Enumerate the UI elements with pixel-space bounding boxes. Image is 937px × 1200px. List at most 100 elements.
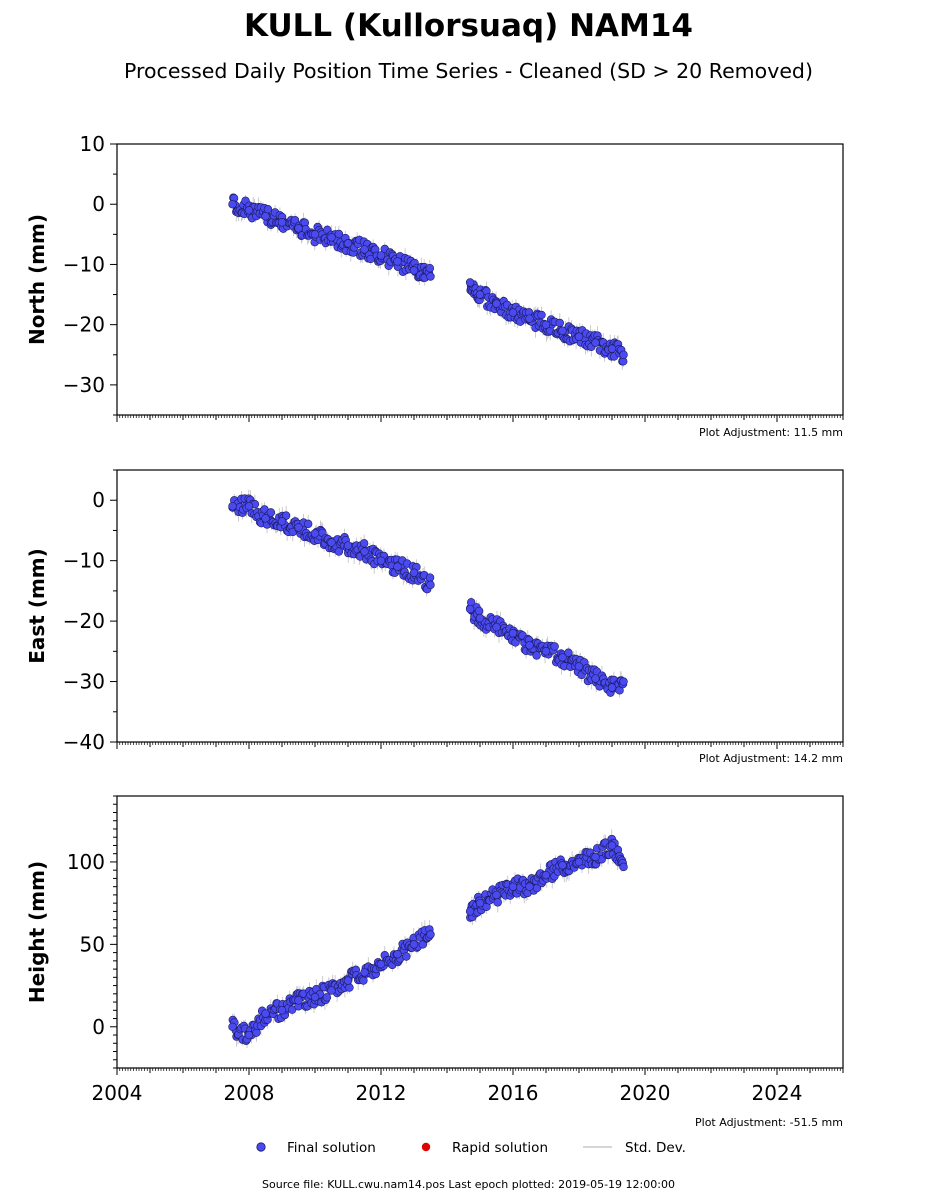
data-point xyxy=(558,653,567,662)
data-point xyxy=(310,230,320,239)
data-points-height xyxy=(228,829,628,1049)
data-point xyxy=(508,628,518,638)
data-point xyxy=(619,862,628,872)
data-point xyxy=(376,251,386,260)
data-point xyxy=(418,940,428,949)
data-point xyxy=(607,841,617,850)
y-axis-label-height: Height (mm) xyxy=(25,861,49,1003)
data-point xyxy=(277,517,287,526)
data-point xyxy=(266,508,276,517)
data-point xyxy=(619,677,628,686)
data-point xyxy=(541,320,551,329)
y-tick-label: −30 xyxy=(63,670,105,694)
data-point xyxy=(574,662,584,671)
panel-east: 0 −10 −20 −30 −40 East (mm) Plot Adjustment: 1… xyxy=(25,469,844,765)
data-point xyxy=(574,332,584,341)
data-point xyxy=(228,502,237,511)
x-tick-label: 2004 xyxy=(92,1081,143,1105)
data-point xyxy=(591,852,600,862)
data-point xyxy=(327,233,336,242)
data-point xyxy=(550,642,559,651)
data-point xyxy=(409,568,419,577)
data-points-north xyxy=(228,193,628,370)
y-tick-label: 10 xyxy=(80,132,105,156)
data-point xyxy=(261,212,270,221)
data-point xyxy=(359,539,369,548)
data-point xyxy=(591,338,600,347)
data-point xyxy=(263,205,273,214)
legend-rapid-label: Rapid solution xyxy=(452,1140,548,1156)
legend-final-marker xyxy=(256,1142,266,1152)
data-point xyxy=(281,511,291,520)
data-point xyxy=(345,983,354,992)
source-footer: Source file: KULL.cwu.nam14.pos Last epo… xyxy=(262,1178,675,1191)
data-point xyxy=(525,882,534,891)
y-tick-label: −40 xyxy=(63,730,105,754)
x-tick-label: 2012 xyxy=(356,1081,407,1105)
data-point xyxy=(290,215,300,225)
data-point xyxy=(393,257,402,266)
data-point xyxy=(277,218,287,227)
data-point xyxy=(376,556,386,565)
data-point xyxy=(393,562,402,571)
data-point xyxy=(228,200,237,209)
chart-subtitle: Processed Daily Position Time Series - C… xyxy=(124,59,813,83)
data-point xyxy=(277,1006,287,1015)
data-point xyxy=(541,870,551,880)
data-point xyxy=(426,272,435,281)
data-point xyxy=(360,547,369,556)
data-point xyxy=(492,890,501,900)
data-point xyxy=(537,310,546,320)
data-point xyxy=(261,514,270,523)
data-point xyxy=(558,861,567,870)
data-point xyxy=(558,326,567,335)
data-point xyxy=(475,898,485,908)
y-axis-label-east: East (mm) xyxy=(25,548,49,664)
plot-adjustment-north: Plot Adjustment: 11.5 mm xyxy=(699,426,843,439)
x-tick-label: 2008 xyxy=(224,1081,275,1105)
plot-adjustment-height: Plot Adjustment: -51.5 mm xyxy=(695,1116,843,1129)
legend: Final solution Rapid solution Std. Dev. xyxy=(256,1140,686,1156)
data-point xyxy=(310,529,320,538)
data-point xyxy=(334,229,344,239)
data-point xyxy=(327,538,336,547)
data-point xyxy=(607,344,617,353)
plot-adjustment-east: Plot Adjustment: 14.2 mm xyxy=(699,752,843,765)
y-tick-label: −10 xyxy=(63,549,105,573)
data-point xyxy=(465,907,475,916)
y-tick-label: −20 xyxy=(63,313,105,337)
data-points-east xyxy=(228,489,628,698)
data-point xyxy=(244,206,254,215)
data-point xyxy=(310,992,320,1002)
y-tick-label: 100 xyxy=(67,850,105,874)
data-point xyxy=(532,651,541,660)
data-point xyxy=(294,996,303,1005)
data-point xyxy=(525,314,534,323)
y-axis-label-north: North (mm) xyxy=(25,214,49,345)
data-point xyxy=(261,1009,270,1018)
y-tick-label: −30 xyxy=(63,373,105,397)
panels: 100 −10 −20 −30 North (mm) Plot Adjustment: 1… xyxy=(25,132,844,1129)
data-point xyxy=(294,224,303,233)
data-point xyxy=(426,580,435,590)
data-point xyxy=(393,950,402,959)
data-point xyxy=(343,976,353,985)
panel-north: 10 0 −10 −20 −30 North (mm) Plot Adjustment: 1… xyxy=(25,132,844,439)
chart-title: KULL (Kullorsuaq) NAM14 xyxy=(244,8,693,44)
data-point xyxy=(343,239,353,248)
data-point xyxy=(343,541,353,550)
y-tick-label: −10 xyxy=(63,252,105,276)
x-tick-label: 2016 xyxy=(488,1081,539,1105)
data-point xyxy=(426,930,435,939)
data-point xyxy=(465,604,475,614)
data-point xyxy=(322,993,332,1002)
data-point xyxy=(244,1030,254,1040)
x-tick-label: 2020 xyxy=(620,1081,671,1105)
y-tick-label: 50 xyxy=(80,932,105,956)
data-point xyxy=(359,976,368,985)
data-point xyxy=(409,266,419,275)
data-point xyxy=(475,613,485,623)
data-point xyxy=(492,622,501,632)
data-point xyxy=(525,641,534,650)
